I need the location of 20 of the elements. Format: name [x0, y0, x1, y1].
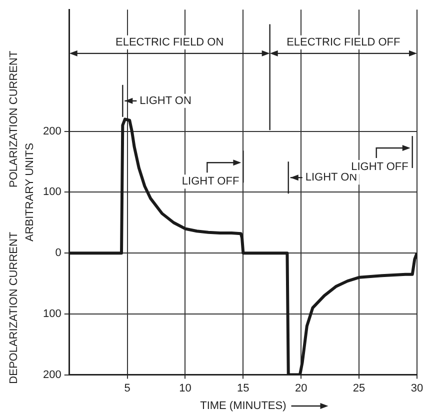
- x-tick-label: 25: [352, 382, 366, 394]
- text: DEPOLARIZATION CURRENT: [8, 232, 20, 384]
- x-tick-label: 10: [179, 382, 192, 394]
- annotation: ELECTRIC FIELD OFF: [286, 36, 401, 48]
- ref-line-label: LIGHT OFF: [351, 161, 409, 174]
- y-tick-label: 200: [42, 368, 62, 381]
- y-tick-label: 100: [42, 186, 62, 198]
- x-tick-label: 5: [124, 382, 130, 394]
- ref-line-label: LIGHT ON: [140, 94, 192, 107]
- x-axis-title: TIME (MINUTES): [200, 400, 286, 412]
- x-tick-label: 30: [410, 382, 424, 394]
- ref-line-label: LIGHT OFF: [182, 176, 240, 188]
- x-tick-label: 15: [237, 382, 250, 394]
- y-tick-label: 200: [42, 125, 62, 138]
- y-tick-label: 100: [42, 308, 62, 320]
- annotation: ELECTRIC FIELD ON: [115, 36, 224, 48]
- y-tick-label: 0: [55, 247, 62, 260]
- text: POLARIZATION CURRENT: [8, 50, 20, 188]
- y-axis-title: ARBITRARY UNITS: [24, 142, 36, 242]
- x-tick-label: 20: [294, 382, 308, 394]
